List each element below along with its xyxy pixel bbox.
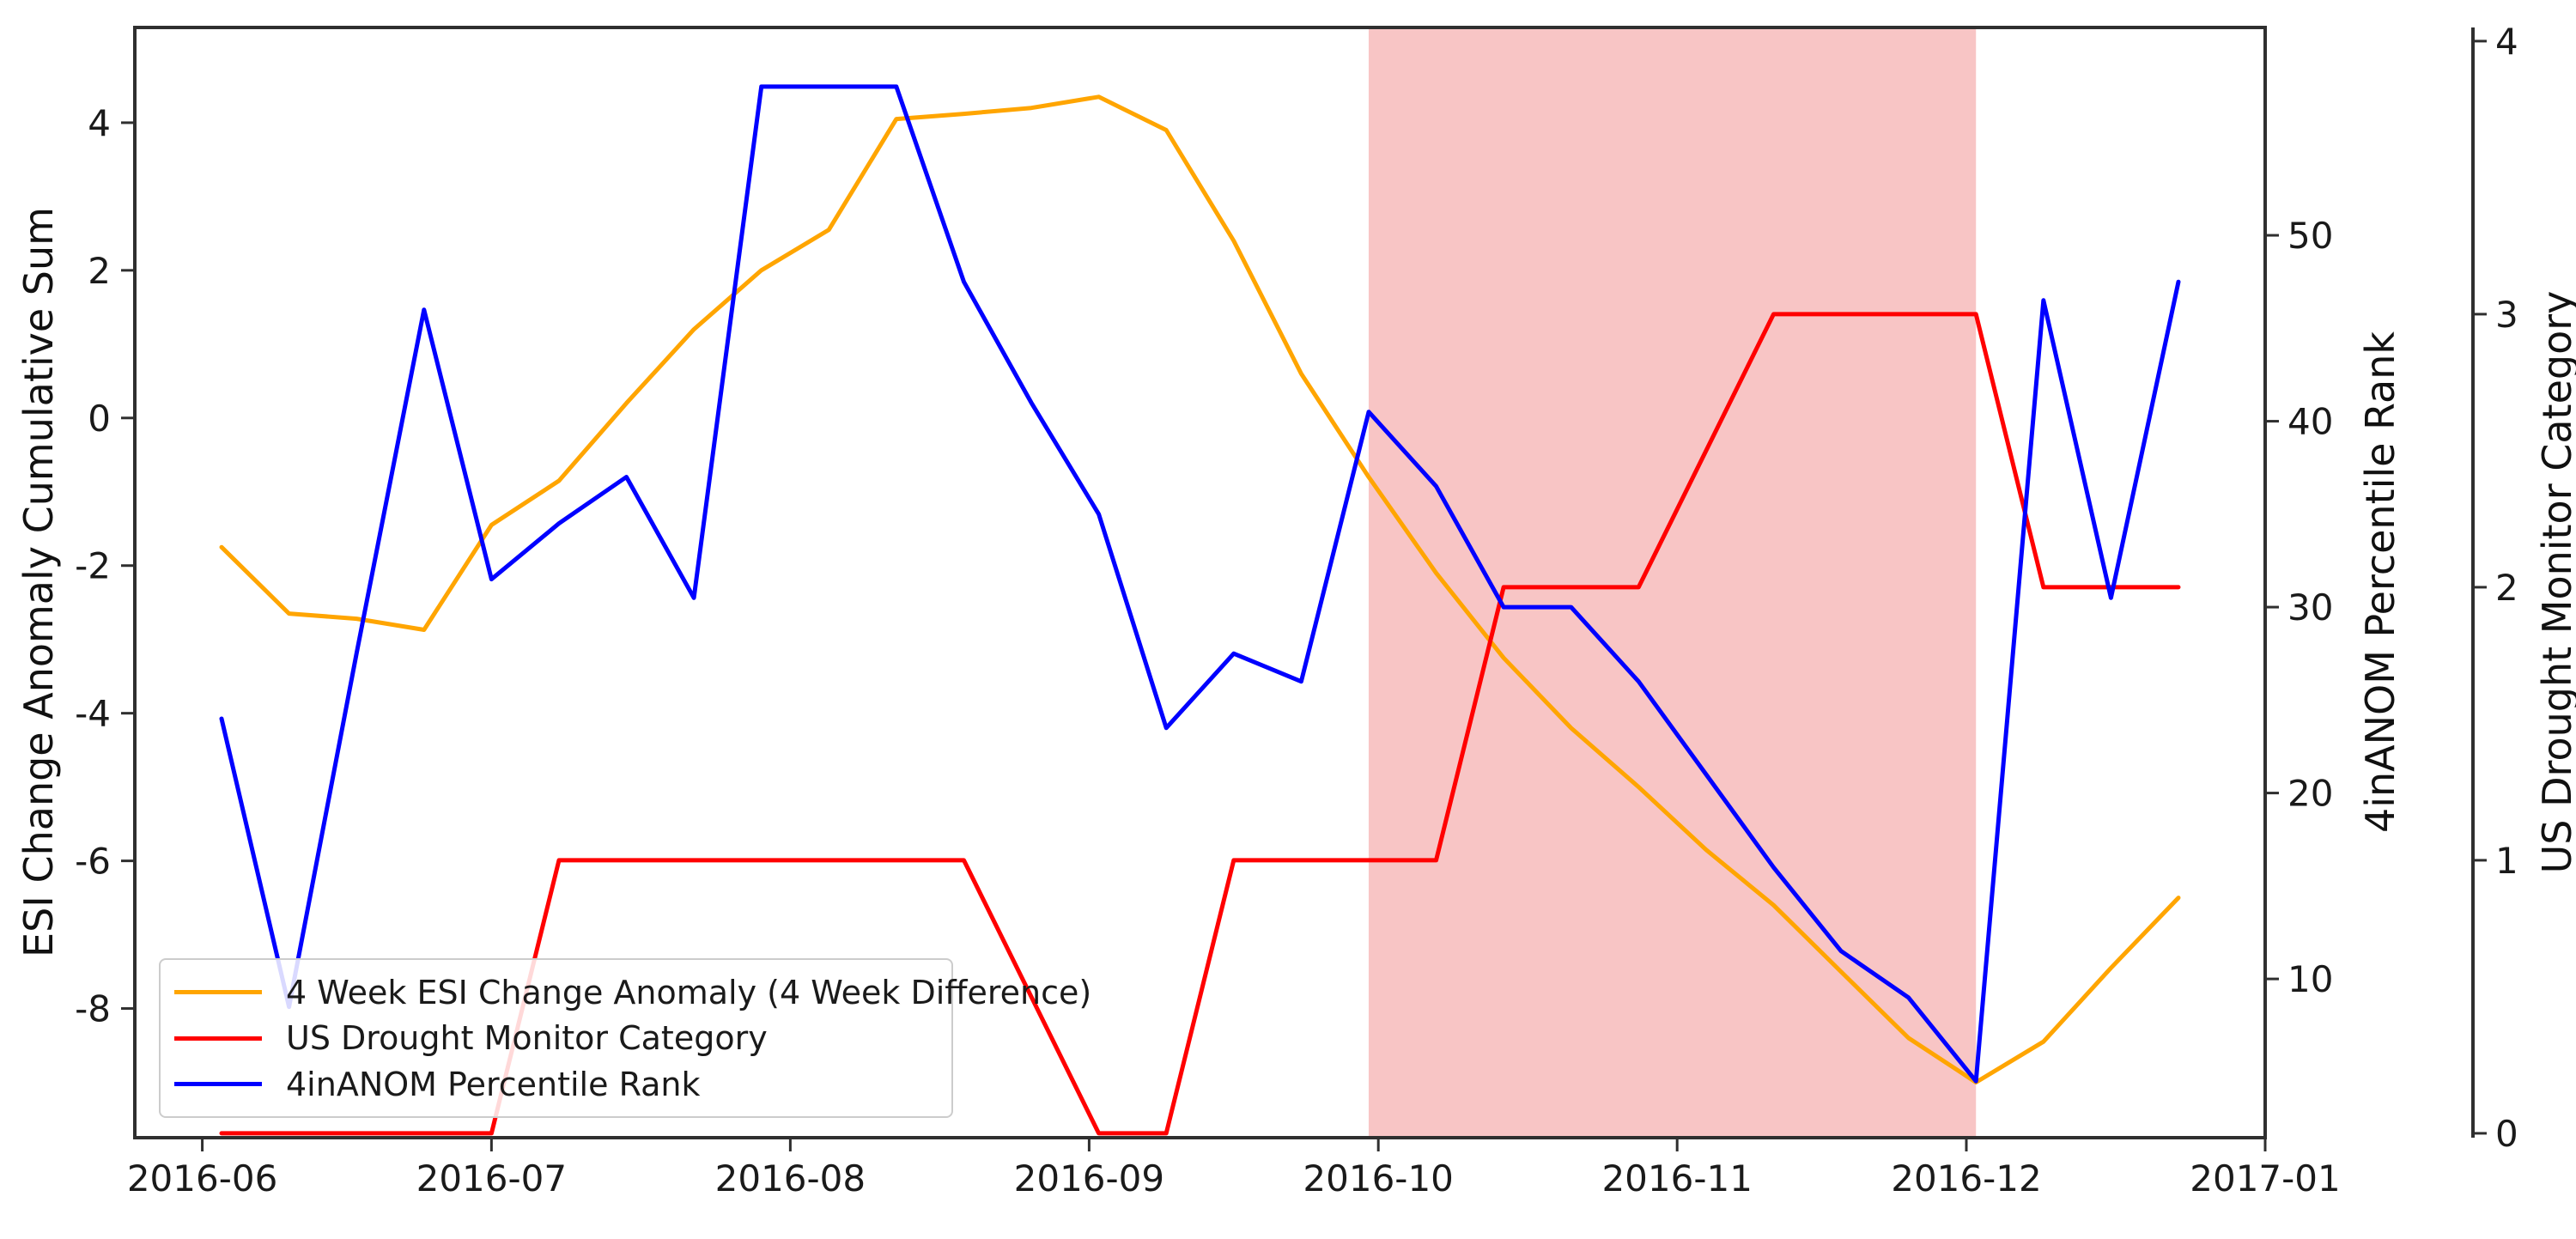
left-tick-label: -6 [75,841,111,883]
plot-frame [133,26,2267,1139]
legend-item: 4inANOM Percentile Rank [161,1066,951,1103]
left-tick-label: 0 [88,398,111,440]
percentile-tick-label: 40 [2287,401,2333,443]
left-tick-label: -4 [75,693,111,735]
series-line-esi-anomaly [219,94,2181,1084]
category-tick-label: 4 [2495,21,2518,63]
legend-label: 4inANOM Percentile Rank [286,1065,701,1103]
x-tick-label: 2016-10 [1303,1157,1454,1200]
x-tick-label: 2016-06 [127,1157,278,1200]
legend-line-swatch [174,1082,262,1086]
category-tick-label: 3 [2495,294,2518,336]
percentile-axis-title: 4inANOM Percentile Rank [2357,331,2403,834]
category-tick-label: 2 [2495,567,2518,609]
x-tick-label: 2016-08 [715,1157,866,1200]
left-tick-label: 2 [88,250,111,292]
category-tick-label: 0 [2495,1113,2518,1155]
legend-item: 4 Week ESI Change Anomaly (4 Week Differ… [161,974,1091,1011]
legend-label: 4 Week ESI Change Anomaly (4 Week Differ… [286,973,1092,1011]
x-tick-label: 2016-07 [416,1157,568,1200]
category-axis-title: US Drought Monitor Category [2534,290,2576,874]
left-tick-label: 4 [88,102,111,144]
legend: 4 Week ESI Change Anomaly (4 Week Differ… [159,958,1091,1118]
x-tick-label: 2016-11 [1601,1157,1753,1200]
category-axis: 4 3 2 1 0 [2471,21,2518,1155]
category-tick-label: 1 [2495,840,2518,882]
percentile-tick-label: 30 [2287,586,2333,629]
drought-highlight-band [1368,27,1977,1138]
percentile-axis: 50 40 30 20 10 [2265,215,2333,1000]
legend-line-swatch [174,990,262,994]
x-axis: 2016-06 2016-07 2016-08 2016-09 2016-10 2016-… [127,1138,2341,1200]
legend-label: US Drought Monitor Category [286,1019,768,1057]
x-tick-label: 2016-12 [1891,1157,2042,1200]
percentile-tick-label: 50 [2287,215,2333,257]
x-tick-label: 2017-01 [2190,1157,2341,1200]
series-line-percentile-rank [219,84,2181,1084]
percentile-tick-label: 20 [2287,773,2333,815]
left-axis: 4 2 0 -2 -4 -6 -8 [75,102,135,1030]
legend-item: US Drought Monitor Category [161,1019,951,1057]
percentile-tick-label: 10 [2287,958,2333,1000]
left-axis-title: ESI Change Anomaly Cumulative Sum [15,207,62,957]
left-tick-label: -2 [75,545,111,587]
x-tick-label: 2016-09 [1014,1157,1165,1200]
series-line-usdm-category [219,312,2181,1136]
left-tick-label: -8 [75,988,111,1030]
legend-line-swatch [174,1036,262,1041]
